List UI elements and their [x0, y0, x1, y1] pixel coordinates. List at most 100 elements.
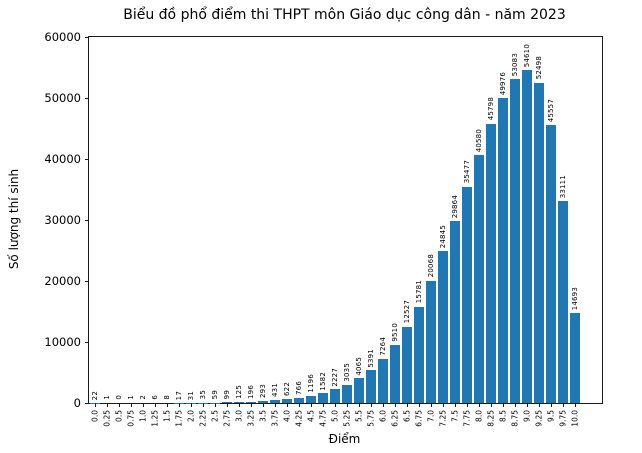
x-tick-mark [442, 403, 444, 407]
bar-value-label: 431 [271, 383, 279, 398]
bar-value-label: 17 [175, 390, 183, 400]
bar-value-label: 125 [235, 385, 243, 400]
bar [402, 326, 412, 403]
x-tick-mark [130, 403, 132, 407]
x-tick-mark [478, 403, 480, 407]
x-tick-label: 0.75 [126, 410, 136, 427]
x-tick-mark [562, 403, 564, 407]
bar [510, 79, 520, 403]
y-tick-label: 40000 [44, 152, 81, 166]
bar [522, 69, 532, 403]
x-tick-mark [538, 403, 540, 407]
y-tick-mark [85, 97, 89, 99]
x-tick-mark [286, 403, 288, 407]
bar-value-label: 1582 [319, 371, 327, 391]
bar-value-label: 33111 [559, 174, 567, 199]
x-tick-label: 2.75 [222, 410, 232, 427]
bar-slot: 52498 9.25 [534, 37, 544, 427]
x-tick-label: 7.0 [426, 410, 436, 422]
bar-slot: 40580 8.0 [474, 37, 484, 422]
bar-slot: 35 2.25 [198, 37, 208, 427]
x-tick-mark [214, 403, 216, 407]
bar [366, 370, 376, 403]
x-tick-mark [94, 403, 96, 407]
bar-slot: 5391 5.75 [366, 37, 376, 427]
x-tick-label: 0.0 [90, 410, 100, 422]
x-tick-mark [526, 403, 528, 407]
bar-value-label: 2 [139, 395, 147, 400]
bar-value-label: 5391 [367, 348, 375, 368]
bar-value-label: 622 [283, 382, 291, 397]
x-tick-label: 2.5 [210, 410, 220, 422]
bar-value-label: 293 [259, 384, 267, 399]
x-tick-mark [166, 403, 168, 407]
y-tick-mark [85, 341, 89, 343]
x-tick-label: 5.75 [366, 410, 376, 427]
x-tick-mark [346, 403, 348, 407]
bar-value-label: 54610 [523, 43, 531, 67]
x-tick-mark [274, 403, 276, 407]
bar-slot: 33111 9.75 [558, 37, 568, 427]
bar-slot: 22 0.0 [90, 37, 100, 422]
bar-slot: 54610 9.0 [522, 37, 532, 422]
bar-value-label: 45798 [487, 97, 495, 121]
x-tick-mark [178, 403, 180, 407]
x-tick-mark [430, 403, 432, 407]
bar-value-label: 3035 [343, 362, 351, 382]
x-tick-mark [574, 403, 576, 407]
x-tick-mark [502, 403, 504, 407]
bar [450, 220, 460, 403]
x-tick-mark [142, 403, 144, 407]
x-tick-mark [190, 403, 192, 407]
x-tick-mark [310, 403, 312, 407]
bar [534, 82, 544, 403]
bar-value-label: 52498 [535, 56, 543, 80]
x-tick-mark [358, 403, 360, 407]
bar-slot: 8 1.5 [162, 37, 172, 422]
plot-area: 0 10000 20000 30000 40000 50000 60000 22 0.0 1 0.2… [44, 30, 603, 427]
x-tick-label: 6.75 [414, 410, 424, 427]
bar-slot: 99 2.75 [222, 37, 232, 427]
bar-slot: 622 4.0 [282, 37, 292, 422]
bar-slot: 2227 5.0 [330, 37, 340, 422]
bar-value-label: 1196 [307, 374, 315, 393]
x-tick-label: 0.5 [114, 410, 124, 422]
bar [222, 402, 232, 403]
chart-title: Biểu đồ phổ điểm thi THPT môn Giáo dục c… [123, 7, 566, 23]
bar-value-label: 2227 [331, 367, 339, 387]
x-tick-mark [118, 403, 120, 407]
bar-value-label: 196 [247, 384, 255, 399]
bar [258, 401, 268, 403]
bar-slot: 35477 7.75 [462, 37, 472, 427]
x-tick-label: 9.0 [522, 410, 532, 422]
x-tick-label: 1.75 [174, 410, 184, 427]
bar [390, 345, 400, 403]
x-tick-mark [238, 403, 240, 407]
x-tick-label: 9.5 [546, 410, 556, 422]
x-tick-mark [226, 403, 228, 407]
bar [234, 402, 244, 403]
x-tick-mark [262, 403, 264, 407]
bar-slot: 1196 4.5 [306, 37, 316, 422]
y-tick-mark [85, 219, 89, 221]
x-tick-mark [154, 403, 156, 407]
bar [282, 399, 292, 403]
bar [294, 398, 304, 403]
x-tick-label: 3.25 [246, 410, 256, 427]
bar-slot: 59 2.5 [210, 37, 220, 422]
bar [378, 358, 388, 403]
bar [342, 384, 352, 403]
bar-slot: 1 0.25 [102, 37, 112, 426]
x-tick-label: 3.5 [258, 410, 268, 422]
x-tick-label: 3.75 [270, 410, 280, 427]
x-tick-label: 8.5 [498, 410, 508, 422]
x-tick-label: 4.5 [306, 410, 316, 422]
x-tick-label: 9.25 [534, 410, 544, 427]
bar-value-label: 29864 [451, 194, 459, 218]
bar-value-label: 15781 [415, 280, 423, 304]
x-tick-label: 2.0 [186, 410, 196, 422]
bar-slot: 4065 5.5 [354, 37, 364, 422]
bar-value-label: 24845 [439, 225, 447, 249]
bar [570, 313, 580, 403]
